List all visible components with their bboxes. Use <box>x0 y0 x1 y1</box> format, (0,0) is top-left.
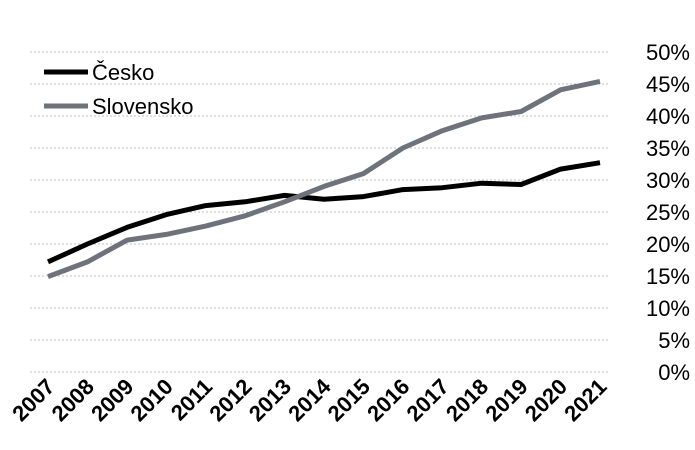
y-tick-label: 30% <box>646 168 690 193</box>
y-tick-label: 0% <box>658 360 690 385</box>
legend-label: Slovensko <box>92 94 194 119</box>
x-tick-label: 2018 <box>441 374 493 426</box>
x-tick-label: 2020 <box>520 374 572 426</box>
y-tick-label: 35% <box>646 136 690 161</box>
y-tick-label: 45% <box>646 72 690 97</box>
y-tick-label: 50% <box>646 40 690 65</box>
x-tick-label: 2010 <box>126 374 178 426</box>
y-tick-label: 5% <box>658 328 690 353</box>
x-tick-label: 2007 <box>7 374 59 426</box>
series-line-slovensko <box>47 78 601 279</box>
x-tick-label: 2012 <box>204 374 256 426</box>
x-tick-label: 2015 <box>323 374 375 426</box>
y-tick-label: 10% <box>646 296 690 321</box>
x-tick-label: 2021 <box>559 374 611 426</box>
y-tick-label: 15% <box>646 264 690 289</box>
x-tick-label: 2013 <box>244 374 296 426</box>
y-tick-label: 40% <box>646 104 690 129</box>
y-tick-label: 20% <box>646 232 690 257</box>
x-axis-ticks: 2007200820092010201120122013201420152016… <box>7 373 611 426</box>
y-axis-ticks: 0% 5% 10% 15% 20% 25% 30% 35% 40% 45% 50% <box>646 40 690 385</box>
x-tick-label: 2016 <box>362 374 414 426</box>
x-tick-label: 2011 <box>166 374 217 425</box>
x-tick-label: 2009 <box>86 374 138 426</box>
legend-label: Česko <box>92 60 154 85</box>
series-line-cesko <box>46 160 601 265</box>
x-tick-label: 2008 <box>47 374 99 426</box>
y-tick-label: 25% <box>646 200 690 225</box>
series-lines <box>46 78 601 279</box>
legend: Česko Slovensko <box>44 60 194 119</box>
gridlines <box>30 51 610 373</box>
x-tick-label: 2014 <box>283 373 336 426</box>
x-tick-label: 2019 <box>480 374 532 426</box>
x-tick-label: 2017 <box>402 374 454 426</box>
